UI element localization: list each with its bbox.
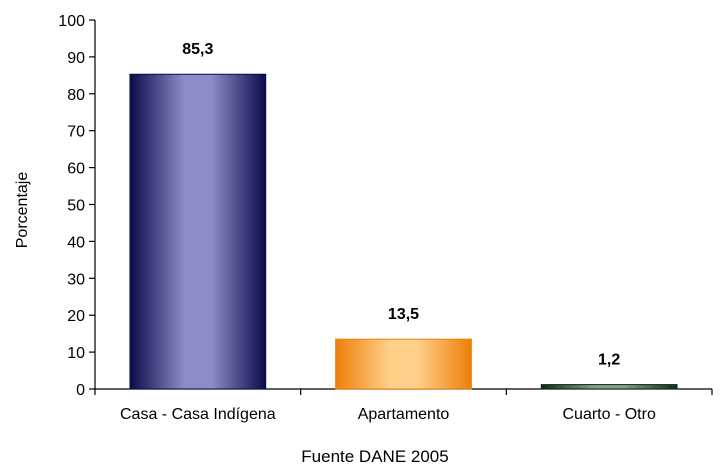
data-label: 13,5 [388, 306, 419, 323]
y-tick-label: 0 [76, 382, 85, 399]
y-tick-label: 80 [67, 87, 85, 104]
category-label: Apartamento [358, 406, 450, 423]
data-label: 1,2 [598, 352, 620, 369]
y-tick-label: 10 [67, 345, 85, 362]
category-label: Cuarto - Otro [562, 406, 655, 423]
bar [335, 338, 472, 390]
labels: 85,3 Casa - Casa Indígena 13,5 Apartamento 1… [120, 41, 656, 423]
y-tick-label: 60 [67, 161, 85, 178]
bar [129, 73, 267, 390]
category-label: Casa - Casa Indígena [120, 406, 276, 423]
bar [540, 384, 678, 390]
y-tick-label: 50 [67, 198, 85, 215]
source-caption: Fuente DANE 2005 [301, 447, 448, 466]
y-axis-title: Porcentaje [14, 172, 31, 249]
y-tick-label: 90 [67, 50, 85, 67]
y-tick-label: 40 [67, 234, 85, 251]
bars [129, 73, 678, 390]
axes: 0 10 20 30 40 50 60 70 80 90 100 [58, 13, 713, 399]
y-tick-label: 20 [67, 308, 85, 325]
y-tick-label: 100 [58, 13, 85, 30]
data-label: 85,3 [182, 41, 213, 58]
y-tick-label: 30 [67, 271, 85, 288]
y-tick-label: 70 [67, 124, 85, 141]
